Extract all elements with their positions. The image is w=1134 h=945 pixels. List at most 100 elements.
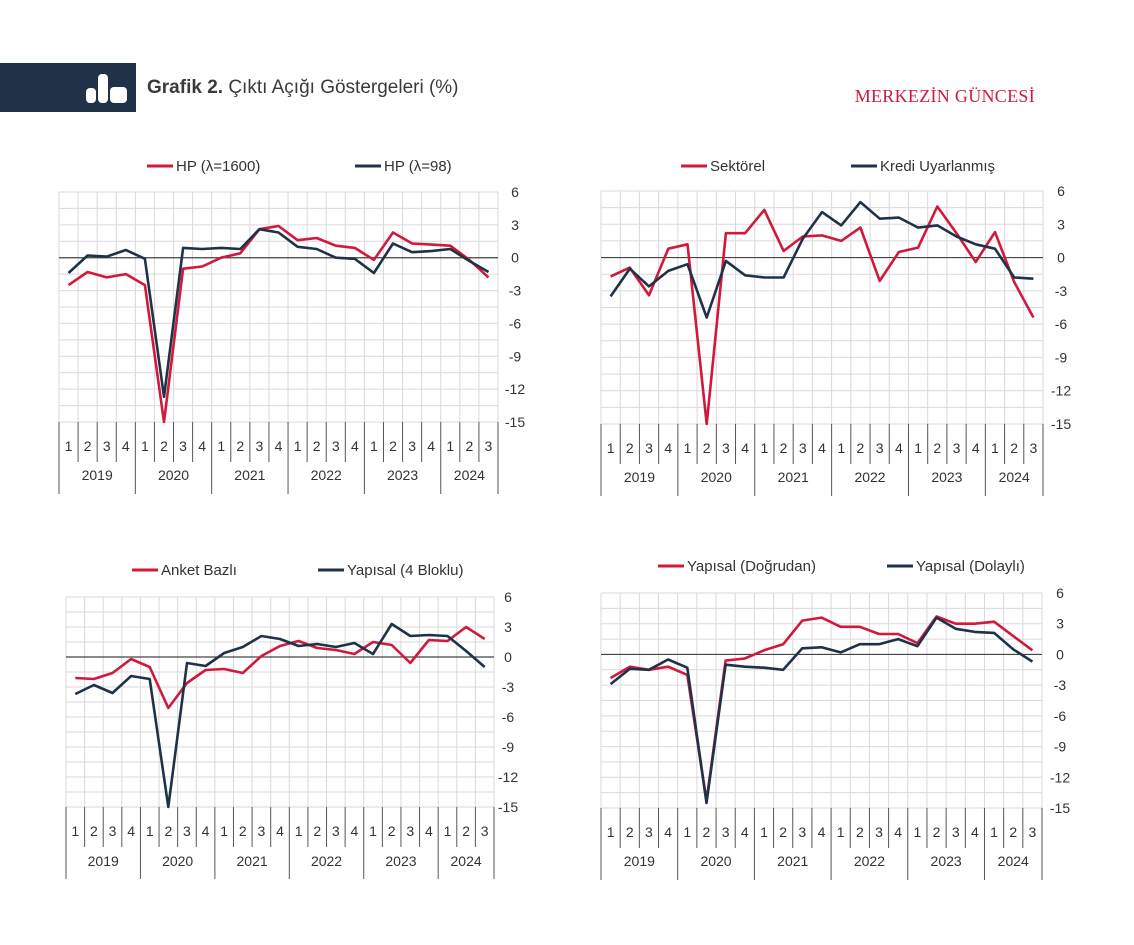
y-tick-label: -9 (1055, 349, 1068, 365)
y-tick-label: -6 (502, 709, 515, 725)
x-tick-label-quarter: 4 (351, 823, 359, 839)
figure-title-bold: Grafik 2. (147, 77, 224, 98)
x-tick-label-quarter: 3 (257, 823, 265, 839)
x-tick-label-quarter: 4 (818, 440, 826, 456)
x-tick-label-quarter: 3 (1029, 824, 1037, 840)
legend-label: Yapısal (Dolaylı) (916, 558, 1025, 575)
x-tick-label-year: 2020 (700, 853, 731, 869)
y-tick-label: 0 (1056, 646, 1064, 662)
y-tick-label: -6 (509, 315, 522, 331)
x-tick-label-year: 2022 (854, 469, 885, 485)
x-tick-label-quarter: 1 (837, 824, 845, 840)
y-tick-label: -3 (1054, 677, 1067, 693)
x-tick-label-quarter: 1 (683, 824, 691, 840)
x-tick-label-quarter: 4 (818, 824, 826, 840)
y-tick-label: -15 (505, 414, 525, 430)
legend-label: HP (λ=1600) (176, 158, 260, 175)
x-tick-label-quarter: 3 (722, 824, 730, 840)
x-tick-label-quarter: 2 (84, 438, 92, 454)
x-tick-label-quarter: 3 (1029, 440, 1037, 456)
x-tick-label-year: 2019 (624, 853, 655, 869)
y-tick-label: -15 (1051, 416, 1071, 432)
x-tick-label-year: 2020 (162, 853, 193, 869)
x-tick-label-year: 2021 (777, 853, 808, 869)
y-tick-label: -3 (1055, 283, 1068, 299)
x-tick-label-quarter: 2 (933, 440, 941, 456)
x-tick-label-quarter: 4 (202, 823, 210, 839)
x-tick-label-quarter: 2 (313, 438, 321, 454)
x-tick-label-quarter: 3 (406, 823, 414, 839)
x-tick-label-year: 2019 (88, 853, 119, 869)
x-tick-label-quarter: 2 (703, 440, 711, 456)
x-tick-label-quarter: 3 (109, 823, 117, 839)
x-tick-label-quarter: 2 (1010, 440, 1018, 456)
x-tick-label-quarter: 3 (183, 823, 191, 839)
y-tick-label: -9 (1054, 739, 1067, 755)
y-tick-label: -9 (502, 739, 515, 755)
x-tick-label-quarter: 1 (295, 823, 303, 839)
x-tick-label-quarter: 2 (388, 823, 396, 839)
y-tick-label: -15 (1050, 800, 1070, 816)
y-tick-label: 0 (504, 649, 512, 665)
x-tick-label-quarter: 4 (275, 438, 283, 454)
bar-chart-icon (86, 74, 127, 103)
x-tick-label-quarter: 4 (127, 823, 135, 839)
x-tick-label-year: 2022 (311, 467, 342, 483)
x-tick-label-quarter: 1 (837, 440, 845, 456)
x-tick-label-quarter: 3 (481, 823, 489, 839)
legend-label: Yapısal (Doğrudan) (687, 558, 816, 575)
y-tick-label: 3 (511, 217, 519, 233)
x-tick-label-quarter: 4 (895, 440, 903, 456)
x-tick-label-quarter: 3 (875, 824, 883, 840)
y-tick-label: -3 (509, 283, 522, 299)
y-tick-label: -12 (505, 381, 525, 397)
x-tick-label-quarter: 1 (217, 438, 225, 454)
y-tick-label: -3 (502, 679, 515, 695)
y-tick-label: 0 (1057, 250, 1065, 266)
y-tick-label: -6 (1054, 708, 1067, 724)
series-line-2 (67, 227, 490, 399)
x-tick-label-quarter: 1 (220, 823, 228, 839)
x-tick-label-year: 2024 (454, 467, 485, 483)
legend-label: Anket Bazlı (161, 562, 237, 579)
x-tick-label-quarter: 1 (146, 823, 154, 839)
x-tick-label-quarter: 2 (780, 440, 788, 456)
y-tick-label: -12 (1050, 769, 1070, 785)
y-tick-label: 3 (1056, 616, 1064, 632)
x-tick-label-quarter: 1 (990, 824, 998, 840)
x-tick-label-year: 2023 (387, 467, 418, 483)
series-line-2 (609, 200, 1034, 319)
figure-title: Grafik 2. Çıktı Açığı Göstergeleri (%) (147, 77, 459, 99)
y-tick-label: 6 (504, 589, 512, 605)
x-tick-label-quarter: 2 (626, 440, 634, 456)
chart-sectoral-credit: 630-3-6-9-12-151 2 3 4 1 2 3 4 1 2 3 4 1 2 3 4 1 2 3 4 1 2 320… (600, 158, 1071, 496)
x-tick-label-quarter: 1 (65, 438, 73, 454)
x-tick-label-quarter: 2 (857, 440, 865, 456)
x-tick-label-quarter: 1 (914, 440, 922, 456)
x-tick-label-quarter: 1 (294, 438, 302, 454)
x-tick-label-quarter: 2 (313, 823, 321, 839)
x-tick-label-quarter: 1 (913, 824, 921, 840)
y-tick-label: -12 (1051, 383, 1071, 399)
x-tick-label-quarter: 4 (741, 440, 749, 456)
x-tick-label-quarter: 1 (760, 824, 768, 840)
series-line-2 (609, 616, 1034, 805)
x-tick-label-quarter: 1 (369, 823, 377, 839)
x-tick-label-quarter: 3 (332, 823, 340, 839)
x-tick-label-year: 2023 (931, 853, 962, 869)
y-tick-label: -12 (498, 769, 518, 785)
x-tick-label-quarter: 2 (703, 824, 711, 840)
x-tick-label-quarter: 4 (741, 824, 749, 840)
x-tick-label-quarter: 1 (446, 438, 454, 454)
x-tick-label-quarter: 4 (351, 438, 359, 454)
x-tick-label-quarter: 3 (798, 824, 806, 840)
legend-label: Sektörel (710, 158, 765, 175)
chart-survey-4block: 630-3-6-9-12-151 2 3 4 1 2 3 4 1 2 3 4 1 2 3 4 1 2 3 4 1 2 320… (65, 562, 518, 879)
brand-logo: MERKEZİN GÜNCESİ (854, 86, 1035, 106)
x-tick-label-quarter: 2 (160, 438, 168, 454)
x-tick-label-year: 2019 (82, 467, 113, 483)
x-tick-label-quarter: 2 (164, 823, 172, 839)
